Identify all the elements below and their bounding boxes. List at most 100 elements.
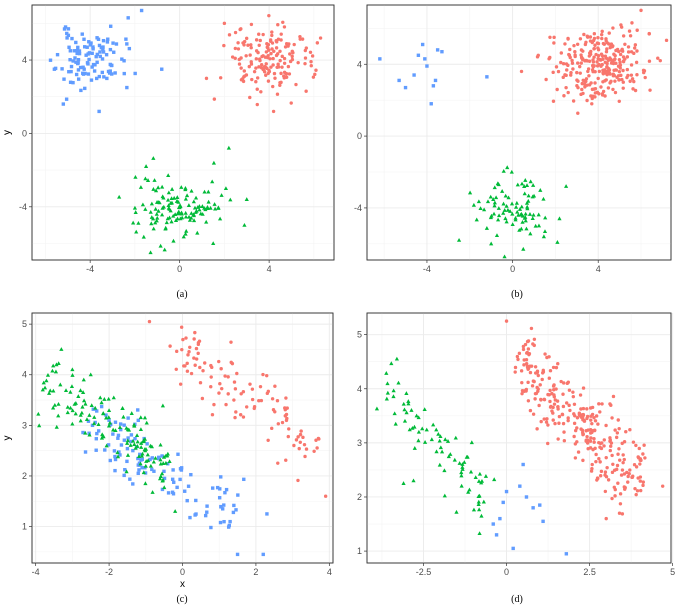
data-point (198, 365, 202, 370)
data-point (220, 507, 225, 511)
data-point (238, 413, 243, 417)
data-point (143, 446, 149, 451)
data-point (515, 354, 520, 359)
data-point (36, 411, 41, 416)
data-point (113, 468, 117, 473)
data-point (401, 401, 406, 406)
data-point (431, 84, 436, 88)
data-point (587, 74, 591, 78)
series-1 (48, 8, 164, 114)
data-point (87, 57, 91, 62)
data-point (590, 68, 595, 72)
data-point (152, 469, 156, 473)
data-point (109, 63, 114, 68)
data-point (580, 87, 584, 92)
data-point (109, 24, 113, 28)
data-point (481, 499, 486, 504)
data-point (524, 495, 529, 499)
data-point (132, 422, 137, 427)
data-point (242, 477, 246, 482)
data-point (219, 475, 223, 479)
data-point (100, 432, 105, 437)
data-point (374, 406, 380, 411)
data-point (250, 397, 255, 402)
data-point (404, 391, 409, 395)
data-point (525, 206, 530, 211)
data-point (271, 109, 276, 114)
data-point (548, 405, 553, 409)
data-point (531, 183, 536, 187)
data-point (633, 88, 638, 93)
data-point (541, 519, 545, 524)
data-point (593, 419, 598, 423)
data-point (244, 54, 248, 58)
data-point (523, 178, 528, 182)
data-point (65, 410, 70, 415)
data-point (178, 382, 183, 386)
data-point (562, 94, 566, 98)
data-point (197, 204, 202, 208)
data-point (122, 423, 126, 427)
data-point (597, 92, 601, 96)
data-point (136, 471, 140, 476)
data-point (78, 418, 83, 423)
data-point (68, 389, 73, 394)
data-point (604, 474, 609, 479)
data-point (125, 42, 129, 46)
data-point (117, 194, 122, 199)
data-point (603, 60, 607, 65)
data-point (385, 390, 390, 395)
panel-b: -4 0 4 -4 0 4 (b) (354, 4, 672, 300)
data-point (81, 65, 85, 69)
data-point (637, 446, 641, 451)
data-point (79, 88, 83, 93)
data-point (260, 54, 264, 59)
data-point (467, 190, 473, 195)
data-point (70, 367, 75, 372)
data-point (266, 438, 270, 442)
data-point (634, 465, 639, 469)
data-point (603, 79, 607, 83)
data-point (171, 468, 175, 472)
data-point (389, 361, 394, 366)
data-point (100, 70, 105, 75)
data-point (212, 97, 217, 101)
data-point (485, 199, 491, 204)
data-point (66, 27, 71, 31)
data-point (443, 437, 448, 442)
data-point (538, 188, 543, 192)
data-point (554, 65, 559, 69)
data-point (392, 411, 397, 416)
data-point (160, 67, 164, 71)
data-point (639, 8, 643, 13)
data-point (125, 427, 130, 432)
data-point (599, 469, 604, 474)
data-point (397, 78, 401, 83)
data-point (544, 420, 549, 424)
data-point (125, 441, 130, 445)
data-point (438, 445, 443, 450)
data-point (616, 418, 620, 422)
data-point (138, 427, 144, 432)
data-point (152, 178, 157, 182)
data-point (226, 375, 230, 379)
data-point (384, 396, 389, 401)
data-point (240, 77, 245, 81)
data-point (55, 52, 60, 57)
data-point (593, 86, 598, 91)
data-point (271, 63, 275, 67)
data-point (592, 64, 596, 68)
data-point (621, 80, 625, 84)
data-point (296, 60, 300, 65)
data-point (575, 426, 579, 430)
data-point (156, 185, 161, 190)
data-point (210, 365, 214, 370)
data-point (284, 396, 288, 400)
data-point (554, 365, 559, 370)
data-point (114, 42, 119, 46)
data-point (271, 84, 275, 89)
data-point (208, 205, 213, 210)
data-point (530, 384, 535, 388)
data-point (493, 195, 499, 200)
data-point (183, 231, 188, 236)
